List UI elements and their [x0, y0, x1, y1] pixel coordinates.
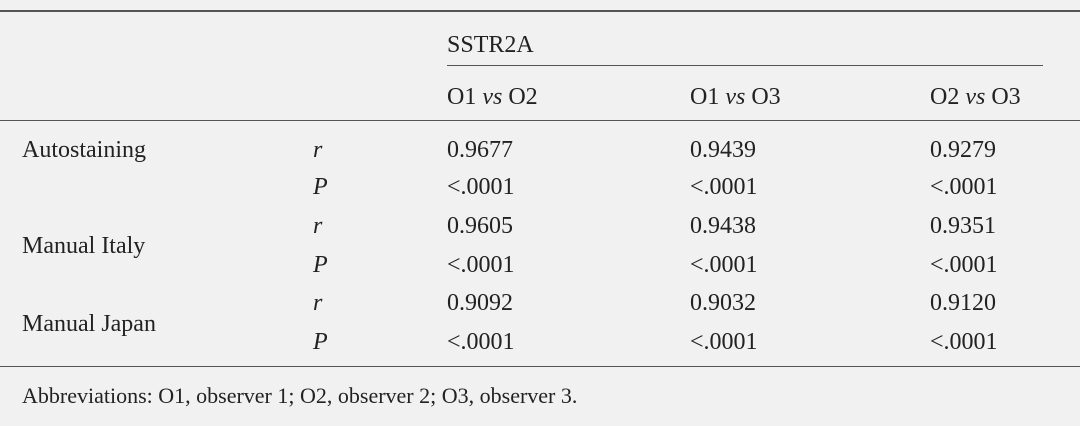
cell-value: 0.9438 [690, 213, 756, 239]
column-header-vs: vs [965, 84, 986, 110]
stat-name: r [313, 213, 323, 239]
cell-value: 0.9351 [930, 213, 996, 239]
column-header: O2 vs O3 [930, 83, 1021, 111]
cell-value: 0.9120 [930, 290, 996, 316]
stat-name: r [313, 290, 323, 316]
group-rule [447, 65, 1043, 66]
cell-value: 0.9279 [930, 137, 996, 163]
cell-value: <.0001 [447, 329, 515, 355]
header-rule [0, 120, 1080, 121]
column-header: O1 vs O3 [690, 83, 781, 111]
stat-name: P [313, 174, 328, 200]
column-header-vs: vs [482, 84, 503, 110]
cell-value: <.0001 [930, 174, 998, 200]
column-header-part: O3 [751, 84, 781, 110]
cell-value: 0.9092 [447, 290, 513, 316]
cell-value: <.0001 [690, 174, 758, 200]
column-header-part: O3 [991, 84, 1021, 110]
cell-value: <.0001 [930, 329, 998, 355]
row-label: Manual Japan [22, 311, 156, 337]
bottom-rule [0, 366, 1080, 367]
column-header: O1 vs O2 [447, 83, 538, 111]
cell-value: 0.9677 [447, 137, 513, 163]
row-label: Manual Italy [22, 233, 146, 259]
column-header-part: O2 [508, 84, 538, 110]
column-header-part: O1 [690, 84, 720, 110]
row-label: Autostaining [22, 137, 146, 163]
stat-name: r [313, 137, 323, 163]
column-header-vs: vs [725, 84, 746, 110]
cell-value: <.0001 [690, 329, 758, 355]
cell-value: 0.9439 [690, 137, 756, 163]
stat-name: P [313, 252, 328, 278]
cell-value: <.0001 [930, 252, 998, 278]
cell-value: <.0001 [447, 252, 515, 278]
cell-value: <.0001 [690, 252, 758, 278]
cell-value: 0.9032 [690, 290, 756, 316]
top-rule [0, 10, 1080, 12]
footnote: Abbreviations: O1, observer 1; O2, obser… [22, 383, 578, 408]
column-header-part: O2 [930, 84, 960, 110]
cell-value: 0.9605 [447, 213, 513, 239]
stat-name: P [313, 329, 328, 355]
cell-value: <.0001 [447, 174, 515, 200]
column-header-part: O1 [447, 84, 477, 110]
group-header: SSTR2A [447, 32, 534, 58]
